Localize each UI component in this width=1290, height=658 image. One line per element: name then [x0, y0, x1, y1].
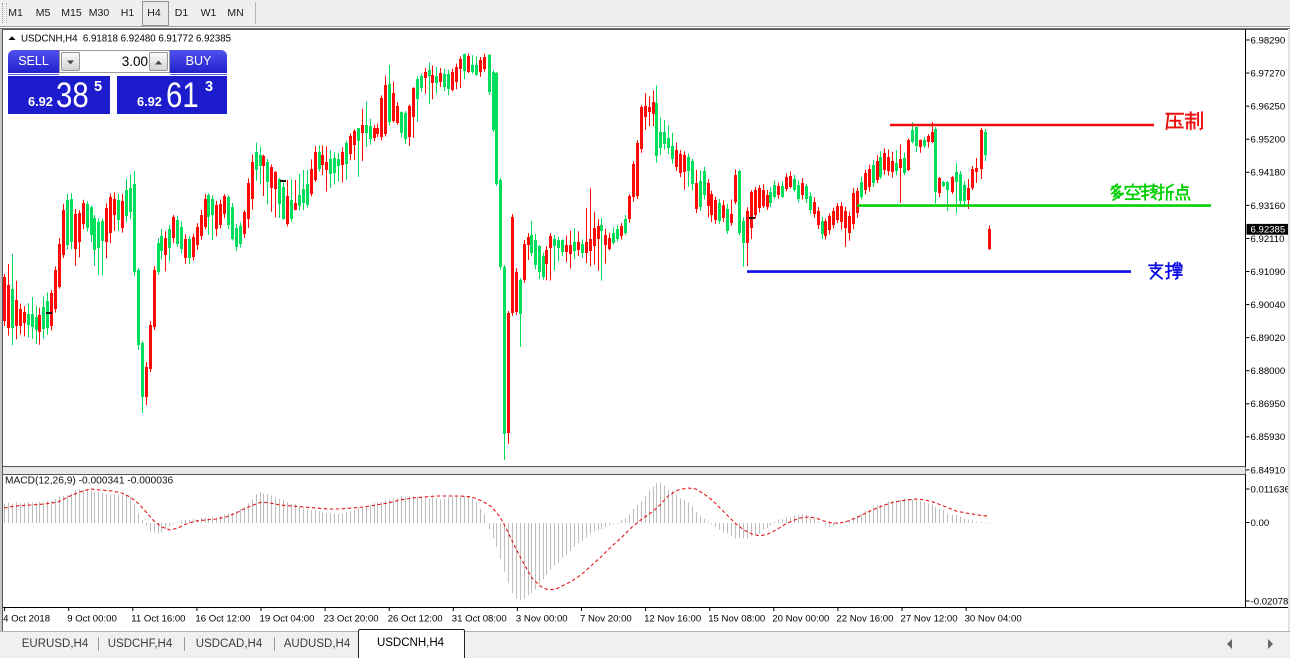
svg-text:30 Nov 04:00: 30 Nov 04:00 — [965, 614, 1022, 625]
svg-text:12 Nov 16:00: 12 Nov 16:00 — [644, 614, 701, 625]
svg-text:0.011636: 0.011636 — [1251, 484, 1290, 495]
svg-text:3 Nov 00:00: 3 Nov 00:00 — [516, 614, 568, 625]
svg-text:4 Oct 2018: 4 Oct 2018 — [3, 614, 50, 625]
svg-text:22 Nov 16:00: 22 Nov 16:00 — [836, 614, 893, 625]
svg-text:6.84910: 6.84910 — [1251, 465, 1286, 476]
svg-text:6.95200: 6.95200 — [1251, 135, 1286, 146]
svg-text:16 Oct 12:00: 16 Oct 12:00 — [195, 614, 250, 625]
svg-text:6.92385: 6.92385 — [1251, 225, 1286, 236]
svg-text:23 Oct 20:00: 23 Oct 20:00 — [324, 614, 379, 625]
svg-text:MACD(12,26,9) -0.000341 -0.000: MACD(12,26,9) -0.000341 -0.000036 — [5, 476, 174, 487]
svg-text:9 Oct 00:00: 9 Oct 00:00 — [67, 614, 117, 625]
svg-text:6.90040: 6.90040 — [1251, 300, 1286, 311]
svg-text:26 Oct 12:00: 26 Oct 12:00 — [388, 614, 443, 625]
svg-text:USDCNH,H4 6.91818 6.92480 6.9: USDCNH,H4 6.91818 6.92480 6.91772 6.9238… — [21, 34, 231, 45]
svg-text:6.97270: 6.97270 — [1251, 68, 1286, 79]
svg-text:27 Nov 12:00: 27 Nov 12:00 — [901, 614, 958, 625]
svg-text:-0.020788: -0.020788 — [1251, 596, 1290, 607]
svg-text:6.96250: 6.96250 — [1251, 102, 1286, 113]
svg-text:15 Nov 08:00: 15 Nov 08:00 — [708, 614, 765, 625]
svg-text:6.92110: 6.92110 — [1251, 234, 1285, 245]
svg-text:6.88000: 6.88000 — [1251, 366, 1286, 377]
svg-text:19 Oct 04:00: 19 Oct 04:00 — [260, 614, 315, 625]
svg-text:6.94180: 6.94180 — [1251, 168, 1286, 179]
svg-text:6.91090: 6.91090 — [1251, 267, 1286, 278]
svg-text:6.93160: 6.93160 — [1251, 201, 1286, 212]
svg-text:6.89020: 6.89020 — [1251, 333, 1286, 344]
svg-text:11 Oct 16:00: 11 Oct 16:00 — [131, 614, 185, 625]
svg-text:6.98290: 6.98290 — [1251, 35, 1286, 46]
svg-text:20 Nov 00:00: 20 Nov 00:00 — [772, 614, 829, 625]
svg-text:7 Nov 20:00: 7 Nov 20:00 — [580, 614, 632, 625]
svg-text:31 Oct 08:00: 31 Oct 08:00 — [452, 614, 507, 625]
svg-text:0.00: 0.00 — [1251, 518, 1270, 529]
svg-text:6.86950: 6.86950 — [1251, 399, 1286, 410]
svg-text:6.85930: 6.85930 — [1251, 432, 1286, 443]
